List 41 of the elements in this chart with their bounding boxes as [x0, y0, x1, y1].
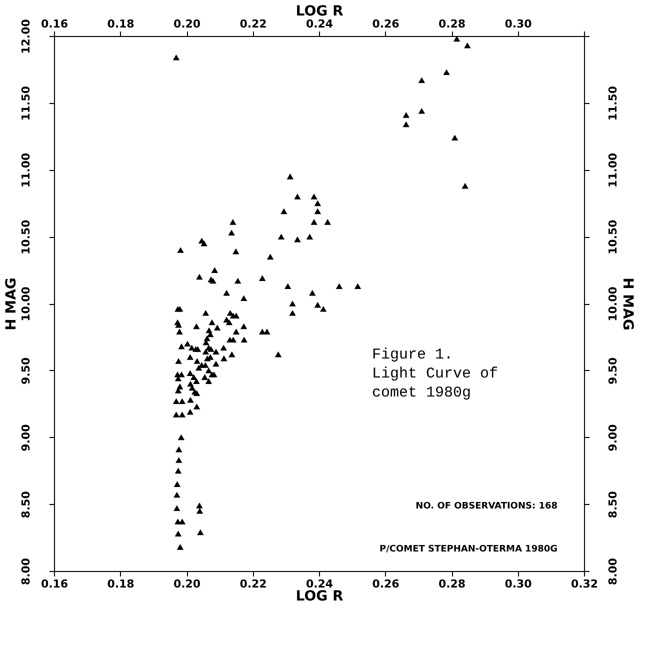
- x2-tick-label: 0.30: [504, 18, 532, 30]
- y-axis-title: H MAG: [4, 278, 20, 330]
- x2-tick-label: 0.24: [306, 18, 334, 30]
- x2-tick-label: 0.16: [40, 18, 68, 30]
- x-tick-label: 0.18: [107, 578, 134, 590]
- y2-tick-label: 11.50: [606, 86, 620, 121]
- y-tick-label: 10.50: [20, 219, 32, 255]
- y2-tick-label: 10.50: [606, 219, 620, 255]
- x2-tick-label: 0.28: [438, 18, 466, 30]
- y-tick-label: 11.50: [20, 86, 32, 121]
- y2-tick-label: 9.00: [606, 424, 620, 452]
- y2-tick-label: 10.00: [606, 286, 620, 322]
- y-tick-label: 9.00: [20, 424, 32, 452]
- x2-tick-label: 0.22: [240, 18, 267, 30]
- annotation: NO. OF OBSERVATIONS: 168: [416, 501, 558, 512]
- x-tick-label: 0.20: [173, 578, 201, 590]
- x-tick-label: 0.24: [306, 578, 334, 590]
- y2-tick-label: 8.00: [606, 558, 620, 586]
- y-tick-label: 8.50: [20, 490, 32, 518]
- y-tick-label: 8.00: [20, 558, 32, 586]
- x-axis-title: LOG R: [296, 588, 344, 604]
- y2-axis-title: H MAG: [620, 278, 636, 330]
- annotation: P/COMET STEPHAN-OTERMA 1980G: [379, 544, 558, 554]
- y2-tick-label: 8.50: [606, 490, 620, 518]
- x-tick-label: 0.16: [40, 578, 68, 590]
- y2-tick-label: 11.00: [606, 152, 620, 188]
- y-tick-label: 12.00: [20, 18, 32, 54]
- x2-tick-label: 0.18: [107, 18, 134, 30]
- x-tick-label: 0.32: [570, 578, 598, 590]
- y2-tick-label: 9.50: [606, 356, 620, 384]
- x2-axis-title: LOG R: [296, 4, 344, 20]
- x-tick-label: 0.28: [438, 578, 466, 590]
- annotation: Figure 1. Light Curve of comet 1980g: [372, 346, 498, 402]
- x-tick-label: 0.22: [240, 578, 267, 590]
- x2-tick-label: 0.26: [372, 18, 400, 30]
- y-tick-label: 10.00: [20, 286, 32, 322]
- y-tick-label: 11.00: [20, 152, 32, 188]
- x-tick-label: 0.26: [372, 578, 400, 590]
- x-tick-label: 0.30: [504, 578, 532, 590]
- y-tick-label: 9.50: [20, 356, 32, 384]
- x2-tick-label: 0.20: [173, 18, 201, 30]
